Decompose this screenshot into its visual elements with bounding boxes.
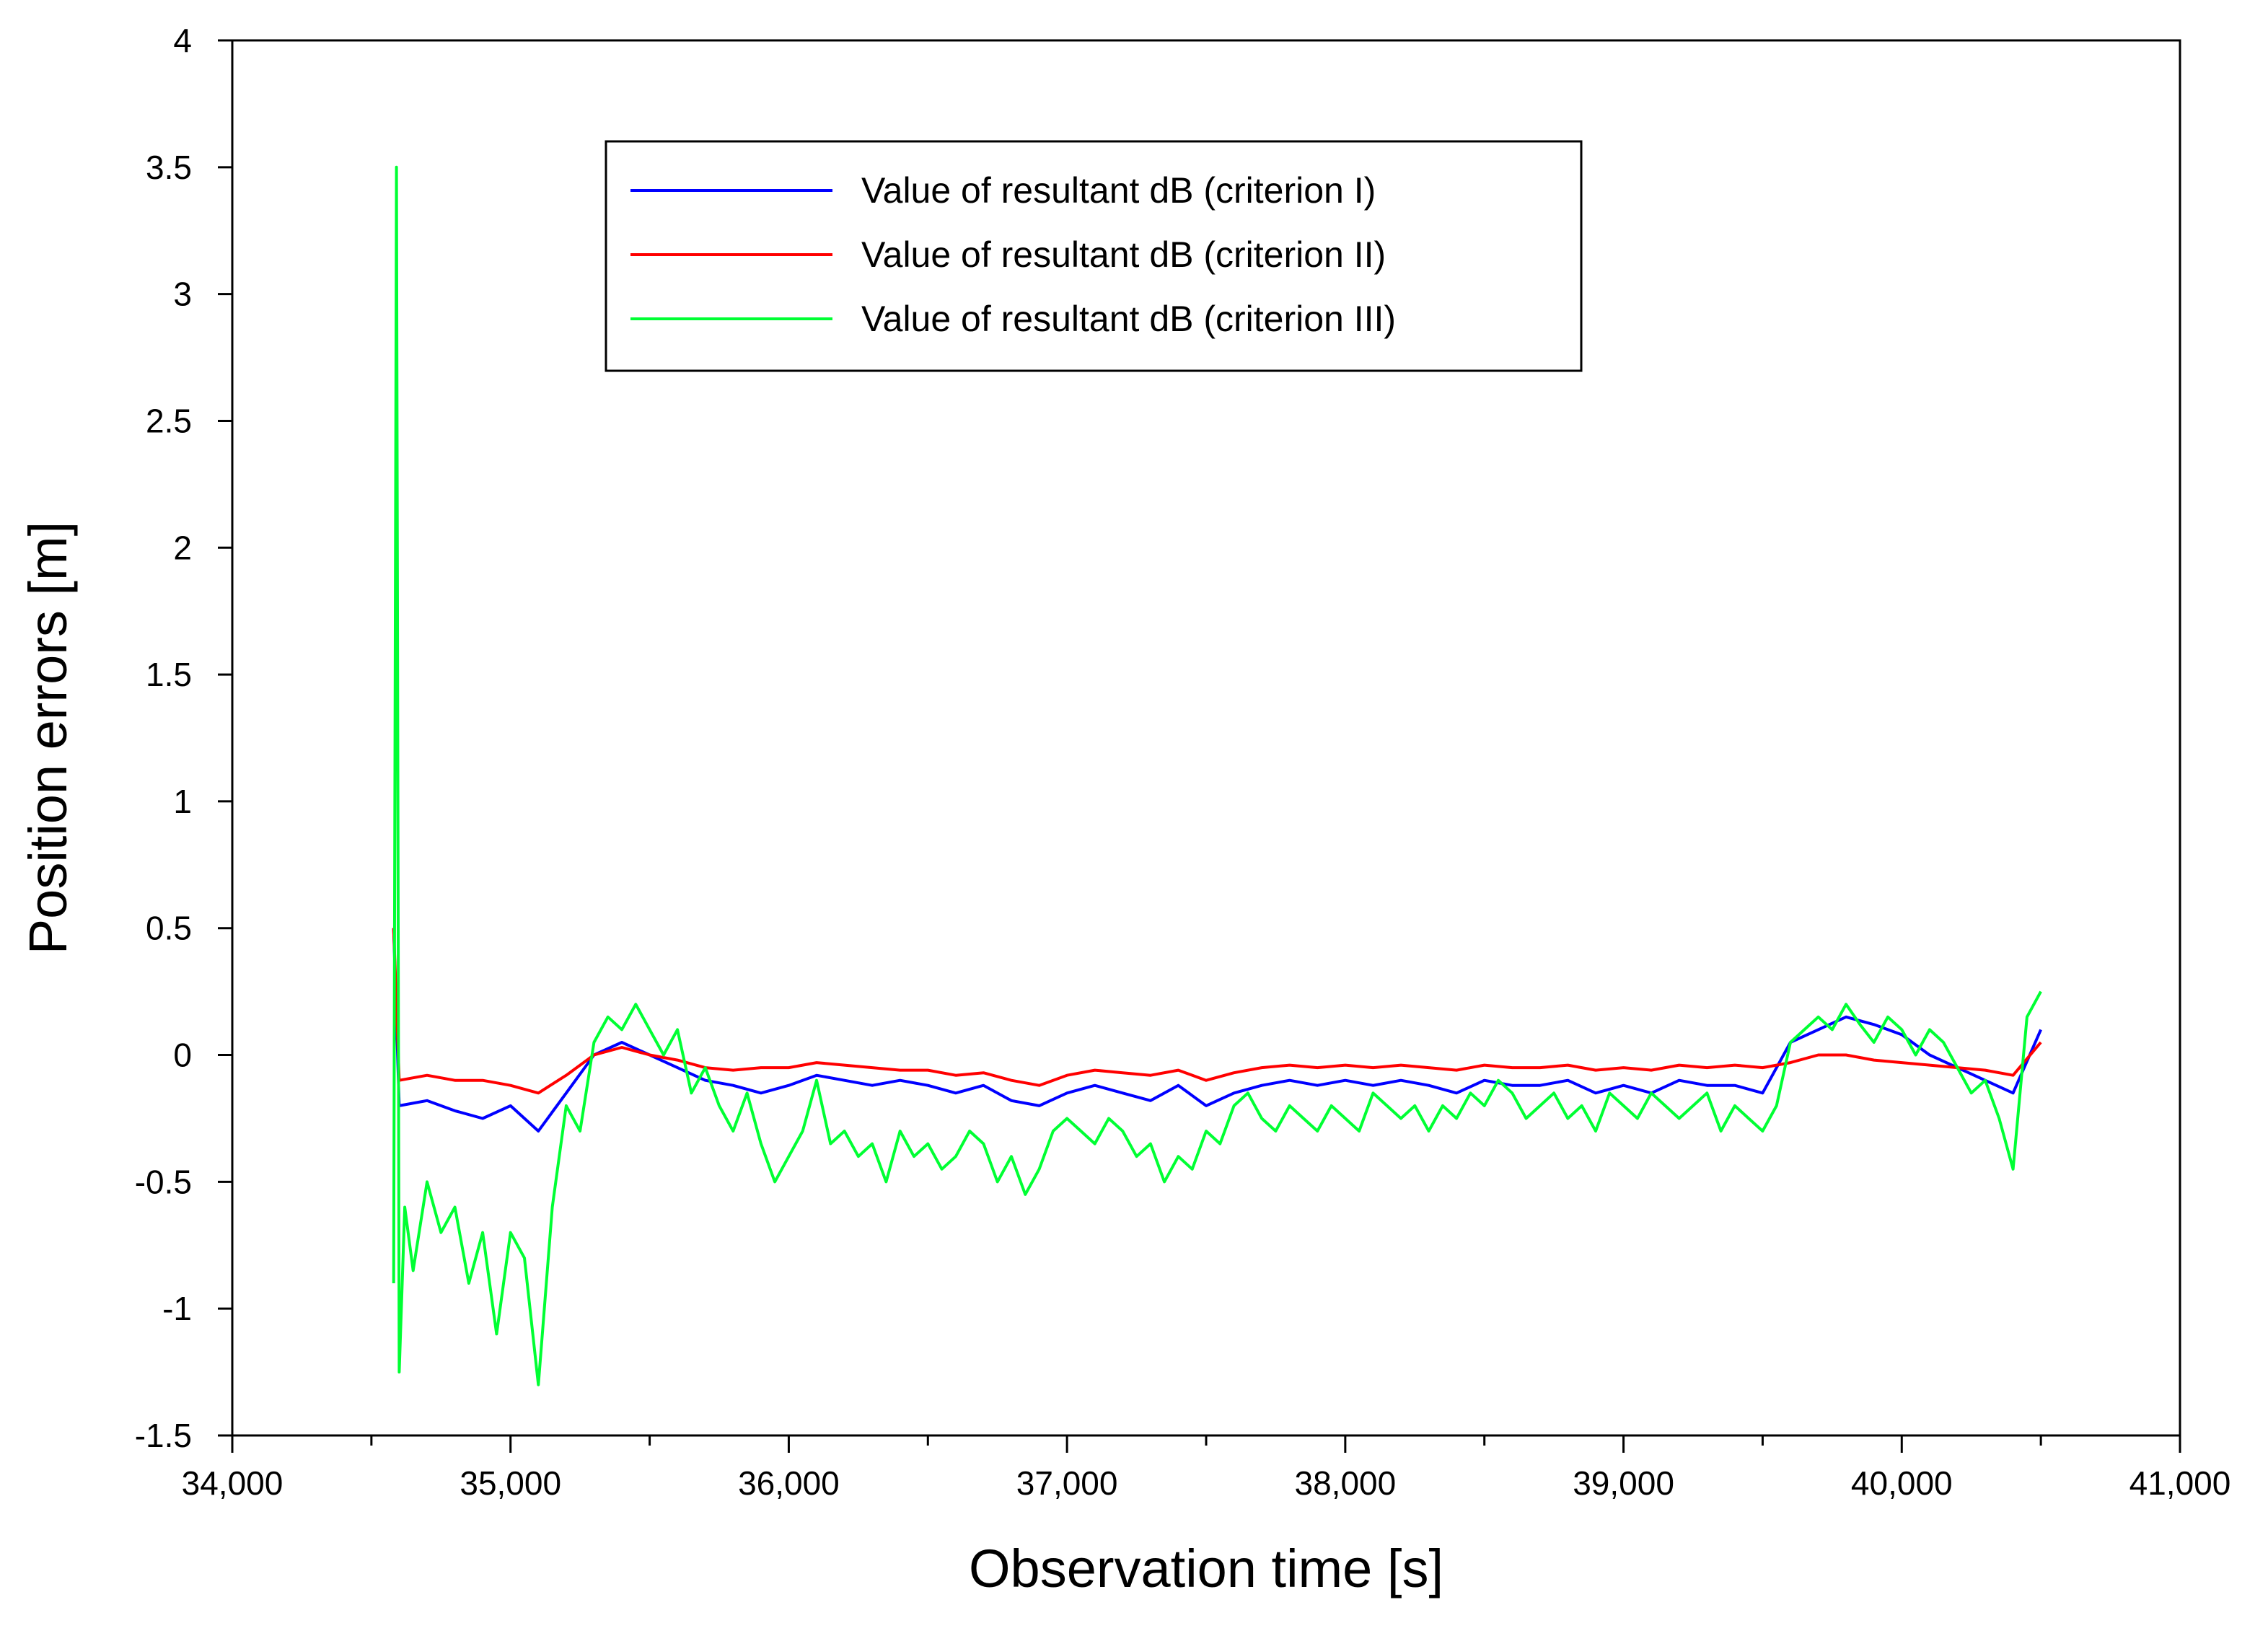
x-tick-label: 41,000 — [2129, 1464, 2231, 1502]
y-axis: 4 3.5 3 2.5 2 1.5 1 0.5 0 -0.5 -1 -1.5 — [135, 22, 232, 1454]
legend: Value of resultant dB (criterion I) Value… — [605, 140, 1583, 372]
x-tick-label: 35,000 — [460, 1464, 561, 1502]
series-layer — [392, 165, 2042, 1386]
y-tick-label: 0.5 — [146, 910, 192, 947]
x-tick-label: 36,000 — [738, 1464, 840, 1502]
x-tick-label: 39,000 — [1573, 1464, 1674, 1502]
x-tick-label: 40,000 — [1851, 1464, 1953, 1502]
x-tick-label: 37,000 — [1016, 1464, 1118, 1502]
legend-label: Value of resultant dB (criterion III) — [861, 299, 1396, 339]
y-tick-label: 2 — [173, 529, 192, 566]
y-tick-label: -1.5 — [135, 1417, 192, 1454]
x-axis-title: Observation time [s] — [969, 1539, 1443, 1598]
y-tick-label: 1.5 — [146, 656, 192, 693]
series-line-criterion-2 — [392, 928, 2042, 1095]
legend-label: Value of resultant dB (criterion II) — [861, 234, 1386, 275]
y-tick-label: -1 — [162, 1290, 192, 1327]
series-line-criterion-3 — [392, 165, 2042, 1386]
y-tick-label: -0.5 — [135, 1163, 192, 1200]
y-tick-label: 1 — [173, 783, 192, 820]
x-tick-label: 38,000 — [1295, 1464, 1397, 1502]
y-tick-label: 4 — [173, 22, 192, 59]
x-tick-label: 34,000 — [182, 1464, 284, 1502]
y-tick-label: 3.5 — [146, 149, 192, 186]
y-axis-title: Position errors [m] — [18, 522, 78, 954]
y-tick-label: 3 — [173, 276, 192, 313]
y-tick-label: 2.5 — [146, 402, 192, 439]
x-axis: 34,000 35,000 36,000 37,000 38,000 39,000 40,0… — [182, 1435, 2231, 1502]
y-tick-label: 0 — [173, 1037, 192, 1074]
legend-label: Value of resultant dB (criterion I) — [861, 170, 1376, 211]
